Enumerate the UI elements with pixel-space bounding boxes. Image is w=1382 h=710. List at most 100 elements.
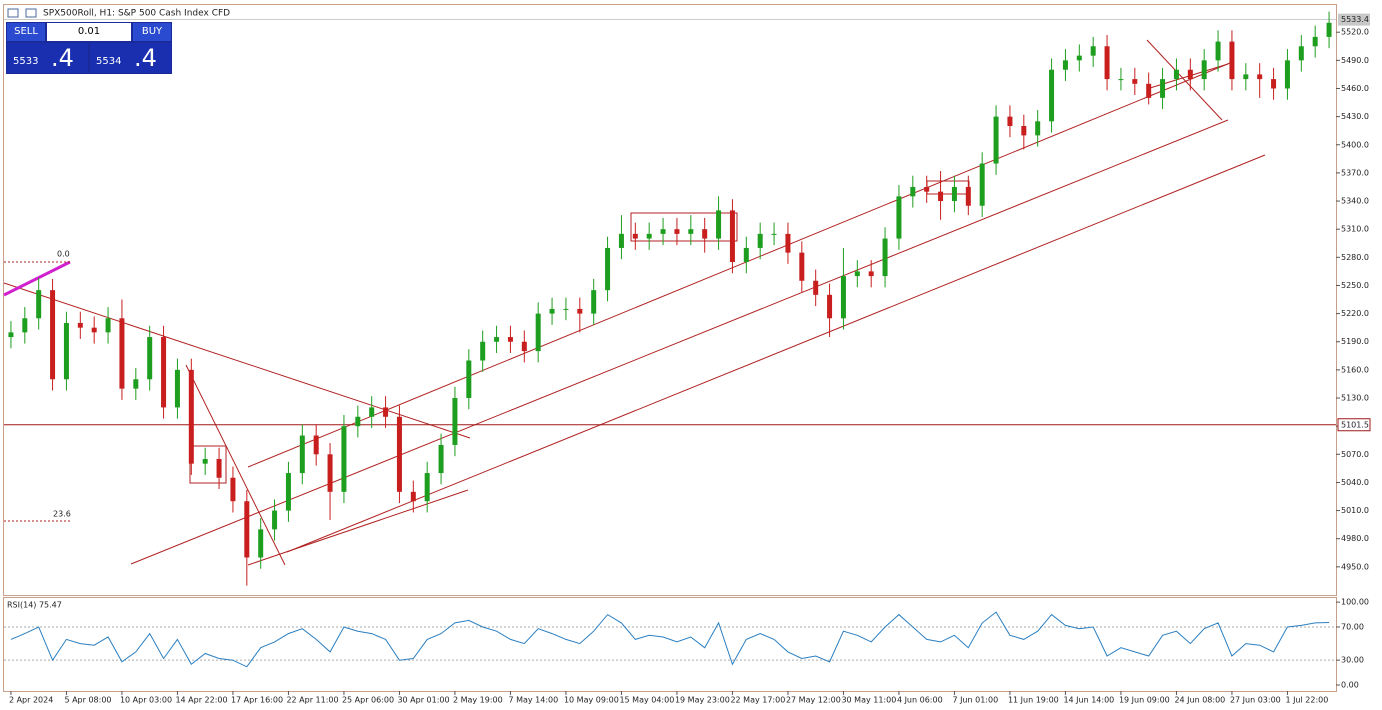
candle-body	[563, 308, 569, 310]
candle-body	[438, 444, 444, 474]
candle-body	[105, 318, 111, 333]
y-tick-label: 5520.0	[1341, 28, 1369, 37]
candle-body	[272, 510, 278, 530]
candle-body	[1326, 22, 1332, 37]
y-tick-label: 5340.0	[1341, 197, 1369, 206]
price-pane-border	[3, 4, 1337, 596]
candle-body	[605, 247, 611, 291]
candle-body	[1173, 69, 1179, 80]
candle-body	[285, 473, 291, 511]
candle-body	[119, 318, 125, 389]
candle-body	[1007, 116, 1013, 127]
candle-body	[757, 233, 763, 248]
y-tick-label: 5010.0	[1341, 506, 1369, 515]
candle-body	[632, 233, 638, 239]
x-tick-label: 14 Apr 22:00	[175, 696, 227, 705]
candle-body	[1243, 74, 1249, 80]
candle-body	[938, 191, 944, 202]
candle-body	[965, 186, 971, 206]
y-tick-label: 5370.0	[1341, 168, 1369, 177]
candle-body	[494, 337, 500, 342]
candle-body	[369, 407, 375, 417]
candle-body	[36, 290, 42, 319]
x-tick-label: 7 May 14:00	[508, 696, 558, 705]
candle-body	[924, 186, 930, 192]
candle-body	[230, 477, 236, 502]
hline-label: 5101.5	[1341, 420, 1369, 429]
candle-body	[785, 233, 791, 253]
candle-body	[799, 252, 805, 281]
x-tick-label: 2 Apr 2024	[9, 696, 53, 705]
y-tick-label: 5430.0	[1341, 112, 1369, 121]
candle-body	[507, 337, 513, 342]
candle-body	[646, 233, 652, 239]
fib-line	[3, 260, 71, 297]
candle-body	[1132, 79, 1138, 84]
candle-body	[202, 458, 208, 464]
y-tick-label: 5220.0	[1341, 309, 1369, 318]
y-tick-label: 0.00	[1341, 681, 1359, 690]
candle-body	[813, 280, 819, 295]
hline-label-box	[1337, 418, 1371, 432]
candle-body	[535, 313, 541, 352]
rsi-line	[10, 611, 1330, 668]
y-tick-label: 5280.0	[1341, 253, 1369, 262]
x-tick-label: 2 May 19:00	[453, 696, 503, 705]
candle-body	[882, 238, 888, 277]
candle-body	[1284, 60, 1290, 89]
candle-body	[1021, 126, 1027, 136]
candle-body	[577, 308, 583, 314]
candle-body	[383, 407, 389, 417]
y-tick-label: 4980.0	[1341, 534, 1369, 543]
candle-body	[1146, 83, 1152, 98]
y-tick-label: 5070.0	[1341, 450, 1369, 459]
candle-body	[674, 229, 680, 234]
bid-box[interactable]: 5533 .4	[7, 43, 88, 73]
lot-input[interactable]: 0.01	[47, 23, 131, 41]
candle-body	[993, 116, 999, 164]
x-tick-label: 22 Apr 11:00	[286, 696, 338, 705]
candle-body	[771, 233, 777, 235]
candle-body	[1076, 55, 1082, 61]
candle-body	[591, 290, 597, 314]
candle-body	[951, 186, 957, 202]
y-tick-label: 100.00	[1341, 598, 1369, 607]
y-tick-label: 70.00	[1341, 623, 1364, 632]
x-tick-label: 25 Apr 06:00	[342, 696, 394, 705]
candle-body	[424, 473, 430, 502]
candle-body	[1160, 79, 1166, 98]
candle-body	[688, 229, 694, 234]
candle-body	[77, 322, 83, 328]
x-tick-label: 17 Apr 16:00	[231, 696, 283, 705]
ask-price: 5534	[96, 56, 122, 67]
sell-button[interactable]: SELL	[7, 23, 45, 41]
ask-fraction: .4	[134, 44, 157, 72]
ask-box[interactable]: 5534 .4	[90, 43, 171, 73]
candle-body	[827, 294, 833, 319]
header-icons	[7, 8, 37, 18]
candle-body	[729, 210, 735, 263]
candle-body	[147, 337, 153, 380]
candle-body	[466, 360, 472, 399]
candle-body	[1215, 41, 1221, 61]
candle-body	[299, 435, 305, 474]
x-tick-label: 7 Jun 01:00	[952, 696, 998, 705]
x-tick-label: 30 May 11:00	[841, 696, 896, 705]
candle-body	[868, 271, 874, 277]
candle-body	[521, 341, 527, 352]
y-tick-label: 4950.0	[1341, 562, 1369, 571]
bid-price: 5533	[13, 56, 39, 67]
x-tick-label: 19 Jun 09:00	[1119, 696, 1170, 705]
candle-body	[1049, 69, 1055, 122]
current-price-box	[1338, 13, 1370, 26]
x-tick-label: 27 May 12:00	[786, 696, 841, 705]
candle-body	[91, 327, 97, 333]
y-tick-label: 5160.0	[1341, 365, 1369, 374]
buy-button[interactable]: BUY	[133, 23, 171, 41]
candle-body	[910, 186, 916, 197]
candle-body	[63, 322, 69, 380]
y-tick-label: 5250.0	[1341, 281, 1369, 290]
candle-body	[1090, 46, 1096, 56]
x-tick-label: 19 May 23:00	[675, 696, 730, 705]
